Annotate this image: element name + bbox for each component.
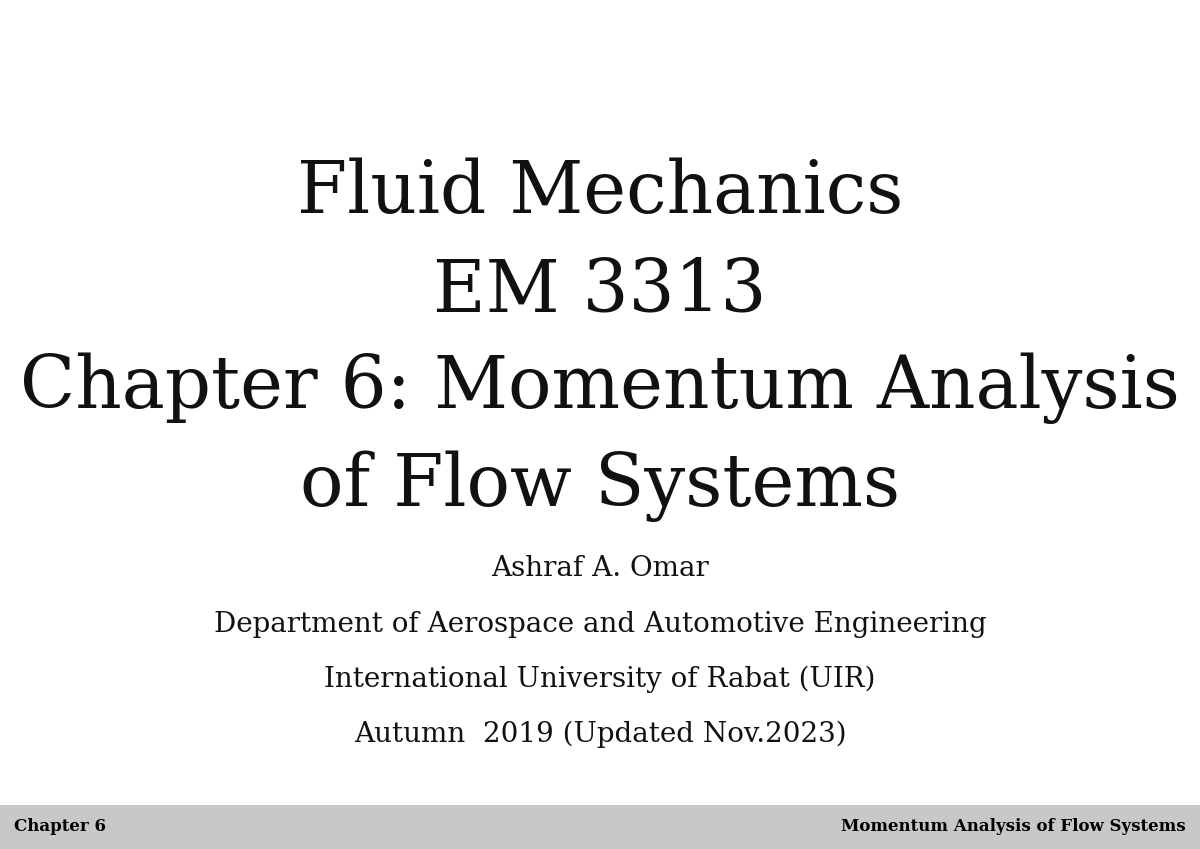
Text: Autumn  2019 (Updated Nov.2023): Autumn 2019 (Updated Nov.2023) xyxy=(354,721,846,748)
Text: Chapter 6: Momentum Analysis: Chapter 6: Momentum Analysis xyxy=(20,352,1180,424)
Text: International University of Rabat (UIR): International University of Rabat (UIR) xyxy=(324,666,876,693)
Text: Fluid Mechanics: Fluid Mechanics xyxy=(296,158,904,228)
Text: of Flow Systems: of Flow Systems xyxy=(300,450,900,522)
Text: EM 3313: EM 3313 xyxy=(433,256,767,326)
Text: Department of Aerospace and Automotive Engineering: Department of Aerospace and Automotive E… xyxy=(214,610,986,638)
Bar xyxy=(0,805,1200,849)
Text: Chapter 6: Chapter 6 xyxy=(14,818,107,835)
Text: Ashraf A. Omar: Ashraf A. Omar xyxy=(491,555,709,582)
Text: Momentum Analysis of Flow Systems: Momentum Analysis of Flow Systems xyxy=(841,818,1186,835)
